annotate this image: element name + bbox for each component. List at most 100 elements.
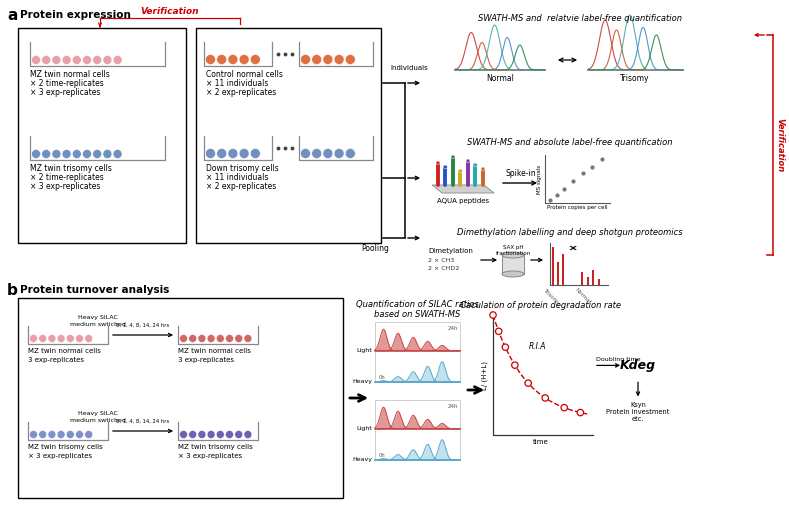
Text: × 2 time-replicates: × 2 time-replicates [30, 79, 103, 88]
Text: × 3 exp-replicates: × 3 exp-replicates [30, 88, 100, 97]
FancyBboxPatch shape [196, 28, 381, 243]
Circle shape [83, 56, 92, 64]
Text: SWATH-MS and  relatvie label-free quantification: SWATH-MS and relatvie label-free quantif… [478, 14, 682, 23]
FancyBboxPatch shape [598, 279, 600, 285]
FancyBboxPatch shape [557, 262, 559, 285]
Circle shape [495, 328, 502, 335]
FancyBboxPatch shape [562, 253, 564, 285]
Circle shape [113, 150, 122, 158]
Circle shape [84, 335, 92, 342]
Circle shape [73, 56, 81, 64]
Text: Heavy: Heavy [352, 379, 372, 384]
Circle shape [39, 431, 47, 438]
Text: Trisomy: Trisomy [542, 287, 560, 305]
Text: 2 × CHD2: 2 × CHD2 [428, 266, 459, 271]
Circle shape [57, 431, 65, 438]
Circle shape [48, 431, 56, 438]
FancyBboxPatch shape [552, 247, 555, 285]
Circle shape [451, 155, 454, 159]
FancyBboxPatch shape [587, 277, 589, 285]
Circle shape [490, 312, 496, 318]
Circle shape [473, 163, 477, 167]
Circle shape [312, 54, 322, 64]
Circle shape [244, 335, 252, 342]
Polygon shape [432, 185, 494, 193]
Circle shape [66, 431, 74, 438]
Text: medium swtiched: medium swtiched [70, 418, 126, 423]
Text: Protein turnover analysis: Protein turnover analysis [20, 285, 170, 295]
Circle shape [83, 150, 92, 158]
Text: Down trisomy cells: Down trisomy cells [206, 164, 279, 173]
Text: Verification: Verification [776, 118, 784, 172]
Circle shape [228, 54, 238, 64]
Text: × 11 individuals: × 11 individuals [206, 173, 268, 182]
Text: MZ twin normal cells: MZ twin normal cells [30, 70, 110, 79]
Text: 24h: 24h [447, 404, 458, 409]
Circle shape [578, 409, 584, 416]
Circle shape [189, 431, 196, 438]
Text: MZ twin trisomy cells: MZ twin trisomy cells [30, 164, 112, 173]
Text: Dimethylation labelling and deep shotgun proteomics: Dimethylation labelling and deep shotgun… [457, 228, 682, 237]
Circle shape [32, 56, 40, 64]
Text: × 3 exp-replicates: × 3 exp-replicates [178, 453, 242, 459]
Text: × 3 exp-replicates: × 3 exp-replicates [30, 182, 100, 191]
Text: Heavy SILAC: Heavy SILAC [78, 315, 118, 320]
Circle shape [323, 149, 333, 158]
Circle shape [66, 335, 74, 342]
Text: time: time [533, 439, 548, 445]
Text: SAX pH
fractionation: SAX pH fractionation [495, 245, 531, 256]
Circle shape [334, 149, 344, 158]
Text: Caculation of protein degradation rate: Caculation of protein degradation rate [460, 301, 621, 310]
Text: Heavy: Heavy [352, 457, 372, 463]
FancyBboxPatch shape [502, 255, 524, 274]
Text: 2 × CH3: 2 × CH3 [428, 258, 454, 263]
Text: 0h: 0h [379, 453, 386, 458]
Text: Pooling: Pooling [361, 244, 389, 253]
Circle shape [76, 431, 84, 438]
Circle shape [226, 431, 234, 438]
Circle shape [198, 335, 206, 342]
Text: Ksyn
Protein investment
etc.: Ksyn Protein investment etc. [606, 402, 670, 423]
Text: Protein copies per cell: Protein copies per cell [548, 205, 608, 210]
Text: × 2 time-replicates: × 2 time-replicates [30, 173, 103, 182]
FancyBboxPatch shape [18, 298, 343, 498]
Circle shape [207, 431, 215, 438]
Circle shape [32, 150, 40, 158]
Circle shape [502, 344, 509, 351]
Circle shape [39, 335, 47, 342]
Circle shape [301, 149, 311, 158]
Circle shape [216, 431, 224, 438]
Text: a: a [7, 8, 17, 23]
Circle shape [250, 149, 260, 158]
Circle shape [525, 380, 531, 387]
Circle shape [29, 335, 38, 342]
Circle shape [48, 335, 56, 342]
Circle shape [103, 150, 112, 158]
Circle shape [234, 335, 243, 342]
Text: 3 exp-replicates: 3 exp-replicates [28, 357, 84, 363]
Circle shape [29, 431, 38, 438]
Circle shape [481, 167, 484, 171]
Text: b: b [7, 283, 18, 298]
Circle shape [42, 150, 50, 158]
FancyBboxPatch shape [593, 270, 594, 285]
Circle shape [207, 335, 215, 342]
Circle shape [234, 431, 243, 438]
Text: MS signals: MS signals [537, 164, 542, 194]
Circle shape [180, 335, 188, 342]
Text: Verification: Verification [140, 7, 200, 16]
Circle shape [226, 335, 234, 342]
Text: 24h: 24h [447, 326, 458, 331]
Text: MZ twin trisomy cells: MZ twin trisomy cells [178, 444, 252, 450]
Text: L/ (H+L): L/ (H+L) [481, 360, 488, 390]
Text: Heavy SILAC: Heavy SILAC [78, 411, 118, 416]
Circle shape [217, 54, 226, 64]
Circle shape [76, 335, 84, 342]
Text: medium swtiched: medium swtiched [70, 322, 126, 327]
Text: Quantification of SILAC ratios
based on SWATH-MS: Quantification of SILAC ratios based on … [356, 300, 478, 319]
Circle shape [198, 431, 206, 438]
Text: Trisomy: Trisomy [620, 74, 650, 83]
Text: MZ twin normal cells: MZ twin normal cells [28, 348, 101, 354]
Circle shape [84, 431, 92, 438]
Text: Spike-in: Spike-in [506, 169, 537, 178]
